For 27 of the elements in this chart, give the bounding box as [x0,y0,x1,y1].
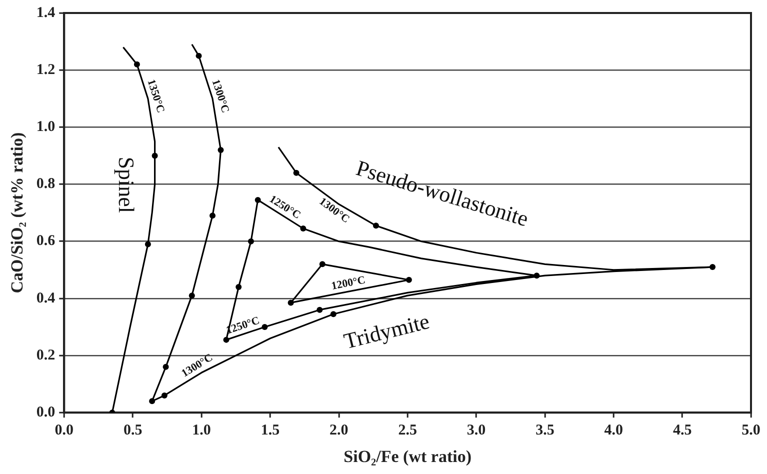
x-tick-label: 5.0 [742,422,760,438]
y-tick-label: 1.4 [36,4,56,21]
y-tick-label: 0.6 [36,233,56,250]
x-tick-label: 0.5 [123,422,142,438]
y-tick-label: 1.2 [36,62,56,78]
x-tick-label: 2.5 [398,422,417,438]
x-tick-label: 1.0 [192,422,211,438]
x-tick-label: 4.5 [672,422,692,438]
y-tick-label: 0.0 [36,404,56,420]
annotation: Tridymite [341,308,432,354]
x-tick-label: 3.5 [536,422,554,438]
x-tick-label: 1.5 [260,422,280,438]
y-tick-label: 0.2 [36,347,56,364]
y-axis-title: CaO/SiO₂ (wt% ratio) [8,132,27,294]
x-tick-label: 0.0 [54,422,74,438]
annotation: 1300°C [209,78,232,114]
x-tick-label: 3.0 [466,422,486,438]
x-tick-label: 4.0 [604,422,624,438]
x-tick-label: 2.0 [330,422,348,438]
x-axis-title: SiO₂/Fe (wt ratio) [344,447,472,466]
y-tick-label: 0.8 [36,176,56,192]
annotation: 1350°C [144,78,167,114]
annotation: 1200°C [330,274,366,292]
y-tick-label: 0.4 [36,290,56,306]
annotation: 1250°C [224,314,262,337]
y-tick-label: 1.0 [36,119,56,136]
annotation: Spinel [114,156,139,213]
